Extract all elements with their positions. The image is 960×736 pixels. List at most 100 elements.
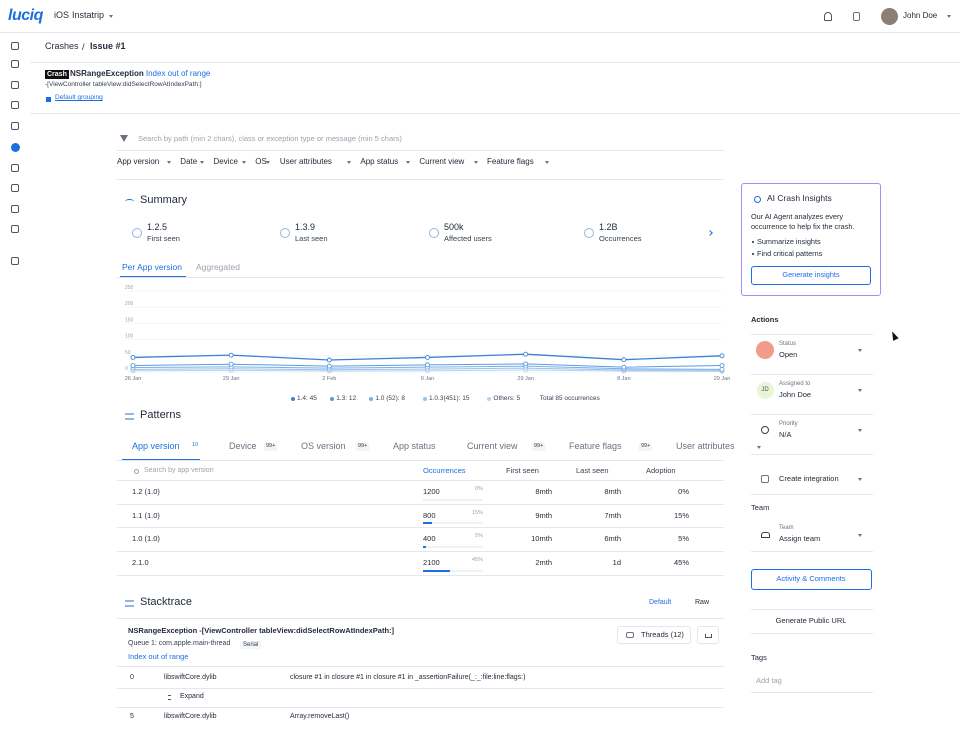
legend-dot xyxy=(291,397,295,401)
data-point xyxy=(326,357,332,363)
filter-dropdown[interactable]: Feature flags xyxy=(487,156,534,166)
threads-button[interactable] xyxy=(617,626,691,644)
download-icon xyxy=(704,634,712,638)
tab-active[interactable]: App version xyxy=(132,441,180,452)
row-border xyxy=(117,574,724,576)
expand-button[interactable]: Expand xyxy=(180,693,204,701)
tab[interactable]: Aggregated xyxy=(196,262,240,273)
field-value[interactable]: N/A xyxy=(779,429,792,439)
generate-label[interactable]: Generate insights xyxy=(782,270,840,280)
user-name[interactable]: John Doe xyxy=(903,10,938,20)
field-value[interactable]: John Doe xyxy=(779,389,812,399)
breadcrumb[interactable]: Crashes xyxy=(45,41,79,52)
platform: iOS xyxy=(54,10,70,21)
toggle[interactable]: Raw xyxy=(695,599,710,607)
y-tick-label: 50 xyxy=(125,350,131,356)
divider xyxy=(30,113,960,114)
grouping-icon xyxy=(45,96,51,102)
section-title: Patterns xyxy=(140,408,181,421)
filter-dropdown[interactable]: Device xyxy=(213,156,238,166)
column-header[interactable]: First seen xyxy=(506,465,539,475)
caret xyxy=(346,160,351,164)
activity-button[interactable] xyxy=(751,569,872,590)
filter-dropdown[interactable]: OS xyxy=(255,156,267,166)
tab[interactable]: User attributes xyxy=(676,441,735,452)
tab[interactable]: Device xyxy=(229,441,257,452)
threads-label[interactable]: Threads (12) xyxy=(641,629,684,639)
divider xyxy=(117,179,724,180)
y-tick-label: 200 xyxy=(125,301,134,307)
tab-active[interactable]: Per App version xyxy=(122,262,183,273)
data-point xyxy=(621,357,627,363)
nav-icon xyxy=(11,60,19,68)
filter-dropdown[interactable]: Current view xyxy=(419,156,465,166)
tab[interactable]: App status xyxy=(393,441,436,452)
tag-input[interactable]: Add tag xyxy=(756,675,782,685)
public-url[interactable]: Generate Public URL xyxy=(775,615,847,625)
exception-message: Index out of range xyxy=(128,651,189,661)
stat-icon xyxy=(280,228,290,238)
x-tick-label: 29 Jan xyxy=(517,376,534,382)
breadcrumb-sep: / xyxy=(82,42,85,52)
filter-dropdown[interactable]: App status xyxy=(360,156,399,166)
tab[interactable]: Current view xyxy=(467,441,518,452)
divider xyxy=(751,374,873,375)
frame-symbol: closure #1 in closure #1 in closure #1 i… xyxy=(290,674,526,682)
field-value[interactable]: Assign team xyxy=(779,533,821,543)
data-point xyxy=(621,364,627,370)
data-point xyxy=(228,352,234,358)
caret xyxy=(545,160,550,164)
data-point xyxy=(523,361,529,367)
caret xyxy=(473,160,478,164)
row-border xyxy=(117,550,724,552)
caret xyxy=(266,160,271,164)
frame-symbol: Array.removeLast() xyxy=(290,713,350,721)
cell: 0% xyxy=(678,486,689,496)
filter-dropdown[interactable]: Date xyxy=(180,156,198,166)
column-header[interactable]: Adoption xyxy=(646,465,676,475)
cell: 9mth xyxy=(535,510,552,520)
tab[interactable]: Feature flags xyxy=(569,441,622,452)
column-header[interactable]: Occurrences xyxy=(423,465,466,475)
filter-dropdown[interactable]: App version xyxy=(117,156,160,166)
team-icon xyxy=(760,532,770,538)
toggle-active[interactable]: Default xyxy=(649,599,672,607)
search-input[interactable]: Search by app version xyxy=(144,467,214,475)
app-name[interactable]: Instatrip xyxy=(72,10,105,21)
search-icon xyxy=(133,468,139,474)
generate-button[interactable] xyxy=(751,266,871,285)
nav-icon xyxy=(11,225,19,233)
fade xyxy=(117,577,724,587)
cell: 15% xyxy=(673,510,689,520)
cell: 5% xyxy=(678,534,689,544)
legend-entry: 1.0 (52): 8 xyxy=(375,394,406,402)
legend-entry: 1.3: 12 xyxy=(336,394,357,402)
filter-dropdown[interactable]: User attributes xyxy=(279,156,332,166)
cell: 45% xyxy=(673,557,689,567)
search-input[interactable]: Search by path (min 2 chars), class or e… xyxy=(138,133,402,143)
divider xyxy=(751,551,873,552)
stat-icon xyxy=(429,228,439,238)
tab-count: 99+ xyxy=(639,443,653,451)
field-value[interactable]: Open xyxy=(779,349,798,359)
tab[interactable]: OS version xyxy=(301,441,346,452)
column-header[interactable]: Last seen xyxy=(576,465,609,475)
caret xyxy=(756,445,761,449)
grouping-link[interactable]: Default grouping xyxy=(55,94,103,102)
avatar xyxy=(880,7,898,25)
create-integration[interactable]: Create integration xyxy=(779,473,839,483)
divider xyxy=(751,692,873,693)
stat-value: 1.3.9 xyxy=(295,222,316,233)
data-point xyxy=(719,353,725,359)
search-border xyxy=(117,150,724,151)
x-tick-label: 2 Feb xyxy=(322,376,336,382)
caret xyxy=(405,160,410,164)
data-point xyxy=(719,366,725,372)
y-tick-label: 100 xyxy=(125,334,134,340)
status-dot xyxy=(756,341,774,359)
stat-icon xyxy=(584,228,594,238)
threads-icon xyxy=(626,632,634,638)
activity-label[interactable]: Activity & Comments xyxy=(776,574,846,584)
download-button[interactable] xyxy=(697,626,719,644)
queue-badge: Serial xyxy=(240,640,262,649)
